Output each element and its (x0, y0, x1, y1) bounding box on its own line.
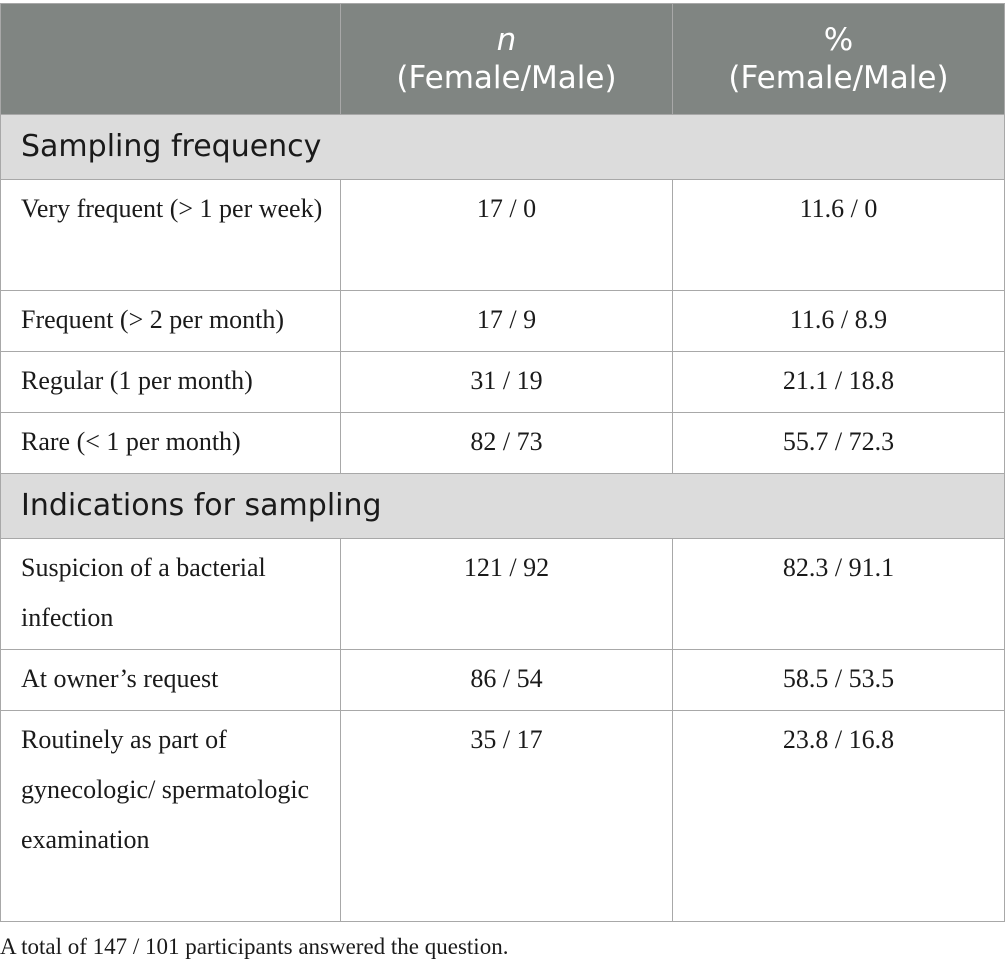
row-n-value: 17 / 9 (340, 290, 673, 352)
row-percent-value: 58.5 / 53.5 (672, 649, 1005, 711)
table-row: Frequent (> 2 per month) 17 / 9 11.6 / 8… (0, 290, 1005, 352)
row-percent-value: 11.6 / 8.9 (672, 290, 1005, 352)
row-n-value: 31 / 19 (340, 351, 673, 413)
header-n-cell: n (Female/Male) (340, 3, 673, 115)
row-label: Routinely as part of gynecologic/ sperma… (0, 710, 341, 922)
row-label: Rare (< 1 per month) (0, 412, 341, 474)
row-label: Suspicion of a bacterial infection (0, 538, 341, 650)
header-empty-cell (0, 3, 341, 115)
table-row: Suspicion of a bacterial infection 121 /… (0, 538, 1005, 650)
row-percent-value: 11.6 / 0 (672, 179, 1005, 291)
header-percent-subtitle: (Female/Male) (728, 60, 949, 96)
row-label: Very frequent (> 1 per week) (0, 179, 341, 291)
header-n-symbol: n (496, 22, 517, 58)
table-row: Routinely as part of gynecologic/ sperma… (0, 710, 1005, 922)
row-percent-value: 21.1 / 18.8 (672, 351, 1005, 413)
row-percent-value: 82.3 / 91.1 (672, 538, 1005, 650)
row-percent-value: 55.7 / 72.3 (672, 412, 1005, 474)
row-n-value: 121 / 92 (340, 538, 673, 650)
table-row: Very frequent (> 1 per week) 17 / 0 11.6… (0, 179, 1005, 291)
table-row: Rare (< 1 per month) 82 / 73 55.7 / 72.3 (0, 412, 1005, 474)
row-n-value: 17 / 0 (340, 179, 673, 291)
row-label: Frequent (> 2 per month) (0, 290, 341, 352)
row-label: Regular (1 per month) (0, 351, 341, 413)
section-title: Sampling frequency (0, 114, 1005, 180)
data-table: n (Female/Male) % (Female/Male) Sampling… (0, 3, 1005, 922)
section-row-sampling-frequency: Sampling frequency (0, 114, 1005, 180)
header-row: n (Female/Male) % (Female/Male) (0, 3, 1005, 115)
header-percent-symbol: % (823, 22, 854, 58)
header-percent-cell: % (Female/Male) (672, 3, 1005, 115)
table-row: At owner’s request 86 / 54 58.5 / 53.5 (0, 649, 1005, 711)
row-label: At owner’s request (0, 649, 341, 711)
section-title: Indications for sampling (0, 473, 1005, 539)
row-n-value: 35 / 17 (340, 710, 673, 922)
section-row-indications-for-sampling: Indications for sampling (0, 473, 1005, 539)
row-percent-value: 23.8 / 16.8 (672, 710, 1005, 922)
header-n-subtitle: (Female/Male) (396, 60, 617, 96)
table-row: Regular (1 per month) 31 / 19 21.1 / 18.… (0, 351, 1005, 413)
row-n-value: 82 / 73 (340, 412, 673, 474)
row-n-value: 86 / 54 (340, 649, 673, 711)
table-footnote: A total of 147 / 101 participants answer… (0, 934, 509, 959)
